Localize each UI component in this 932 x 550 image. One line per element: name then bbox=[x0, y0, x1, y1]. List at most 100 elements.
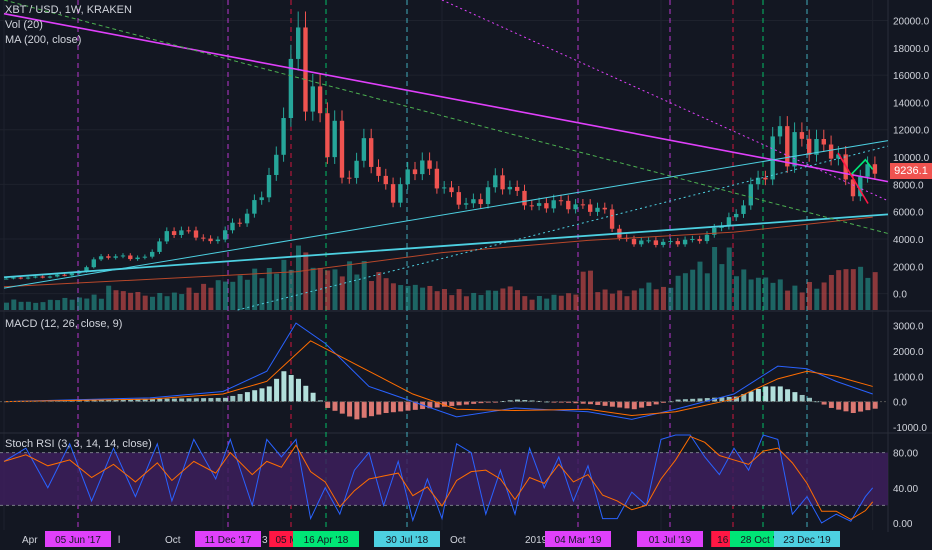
macd-histogram-bar bbox=[215, 397, 221, 402]
volume-bar bbox=[193, 292, 199, 310]
candle-body bbox=[748, 184, 753, 206]
candle-body bbox=[551, 200, 556, 209]
volume-bar bbox=[62, 297, 68, 310]
volume-bar bbox=[288, 269, 294, 310]
volume-bar bbox=[332, 269, 338, 310]
macd-histogram-bar bbox=[471, 401, 477, 404]
candle-body bbox=[208, 238, 213, 242]
candle-body bbox=[434, 168, 440, 189]
macd-histogram-bar bbox=[566, 401, 572, 403]
volume-bar bbox=[588, 270, 593, 310]
price-tick-label: 20000.0 bbox=[893, 16, 930, 27]
volume-bar bbox=[179, 294, 185, 310]
volume-bar bbox=[4, 302, 9, 310]
volume-bar bbox=[106, 285, 112, 310]
volume-indicator-label[interactable]: Vol (20) bbox=[5, 19, 43, 31]
macd-histogram-bar bbox=[288, 375, 294, 402]
candle-body bbox=[288, 58, 294, 119]
candle-body bbox=[712, 227, 717, 235]
volume-bar bbox=[661, 286, 666, 310]
volume-bar bbox=[361, 261, 367, 310]
volume-bar bbox=[624, 296, 630, 310]
macd-histogram-bar bbox=[193, 398, 199, 402]
volume-bar bbox=[478, 295, 484, 310]
macd-histogram-bar bbox=[646, 401, 652, 407]
macd-histogram-bar bbox=[755, 388, 761, 402]
candle-body bbox=[544, 203, 549, 209]
volume-bar bbox=[420, 287, 426, 310]
stoch-indicator-label[interactable]: Stoch RSI (3, 3, 14, 14, close) bbox=[5, 438, 152, 450]
volume-bar bbox=[763, 277, 769, 310]
volume-bar bbox=[442, 289, 447, 310]
volume-bar bbox=[55, 300, 61, 310]
candle-body bbox=[55, 274, 60, 277]
candle-body bbox=[653, 240, 659, 245]
macd-indicator-label[interactable]: MACD (12, 26, close, 9) bbox=[5, 318, 123, 330]
date-tag-label: 05 Jun '17 bbox=[55, 535, 101, 546]
date-tag-label: 23 Dec '19 bbox=[783, 535, 831, 546]
candle-body bbox=[734, 213, 739, 218]
macd-histogram-bar bbox=[274, 378, 280, 402]
candle-body bbox=[631, 238, 637, 245]
volume-bar bbox=[646, 282, 652, 310]
macd-histogram-bar bbox=[412, 401, 418, 410]
date-tag-label: 30 Jul '18 bbox=[386, 535, 429, 546]
volume-bar bbox=[135, 291, 141, 310]
volume-bar bbox=[252, 268, 258, 310]
candle-body bbox=[179, 230, 184, 235]
date-tag-label: 01 Jul '19 bbox=[649, 535, 692, 546]
macd-histogram-bar bbox=[259, 388, 265, 402]
volume-bar bbox=[617, 290, 623, 310]
candle-body bbox=[128, 255, 133, 260]
date-tag: 05 Jun '17 bbox=[45, 531, 111, 547]
candle-body bbox=[390, 184, 396, 203]
macd-histogram-bar bbox=[653, 401, 659, 405]
volume-bar bbox=[347, 261, 353, 310]
volume-bar bbox=[595, 292, 601, 310]
volume-bar bbox=[529, 299, 535, 310]
symbol-title[interactable]: XBT / USD, 1W, KRAKEN bbox=[5, 4, 132, 16]
volume-bar bbox=[91, 294, 97, 310]
date-tag-bg bbox=[374, 531, 440, 547]
candle-body bbox=[763, 177, 768, 180]
macd-histogram-bar bbox=[661, 401, 666, 403]
dashed-green-line bbox=[3, 0, 889, 235]
candle-body bbox=[558, 200, 564, 202]
macd-histogram-bar bbox=[799, 394, 805, 402]
macd-histogram-bar bbox=[252, 390, 258, 402]
candle-body bbox=[412, 169, 418, 175]
volume-bar bbox=[434, 291, 440, 310]
time-tick-label: Oct bbox=[450, 535, 466, 546]
candle-body bbox=[821, 139, 826, 145]
candle-body bbox=[84, 267, 89, 272]
volume-bar bbox=[580, 271, 586, 310]
volume-bar bbox=[113, 290, 119, 310]
volume-bar bbox=[639, 288, 645, 310]
volume-bar bbox=[843, 269, 849, 310]
candle-body bbox=[755, 177, 761, 185]
candle-body bbox=[18, 277, 23, 279]
volume-bar bbox=[770, 282, 776, 310]
candle-body bbox=[25, 277, 31, 279]
macd-histogram-bar bbox=[427, 401, 433, 409]
macd-histogram-bar bbox=[456, 401, 462, 406]
macd-histogram-bar bbox=[675, 399, 681, 402]
macd-histogram-bar bbox=[828, 401, 834, 408]
ma-indicator-label[interactable]: MA (200, close) bbox=[5, 34, 82, 46]
macd-histogram-bar bbox=[281, 371, 287, 402]
stoch-tick-label: 80.00 bbox=[893, 449, 918, 460]
candle-body bbox=[296, 27, 301, 59]
macd-histogram-bar bbox=[770, 386, 776, 402]
macd-histogram-bar bbox=[850, 401, 856, 414]
macd-histogram-bar bbox=[631, 401, 637, 410]
candle-body bbox=[726, 217, 732, 227]
macd-histogram-bar bbox=[595, 401, 601, 405]
candle-body bbox=[770, 136, 775, 180]
volume-bar bbox=[244, 279, 250, 310]
macd-histogram-bar bbox=[106, 399, 112, 402]
macd-histogram-bar bbox=[201, 398, 207, 402]
volume-bar bbox=[734, 276, 739, 310]
macd-histogram-bar bbox=[150, 398, 155, 402]
macd-histogram-bar bbox=[120, 399, 126, 402]
